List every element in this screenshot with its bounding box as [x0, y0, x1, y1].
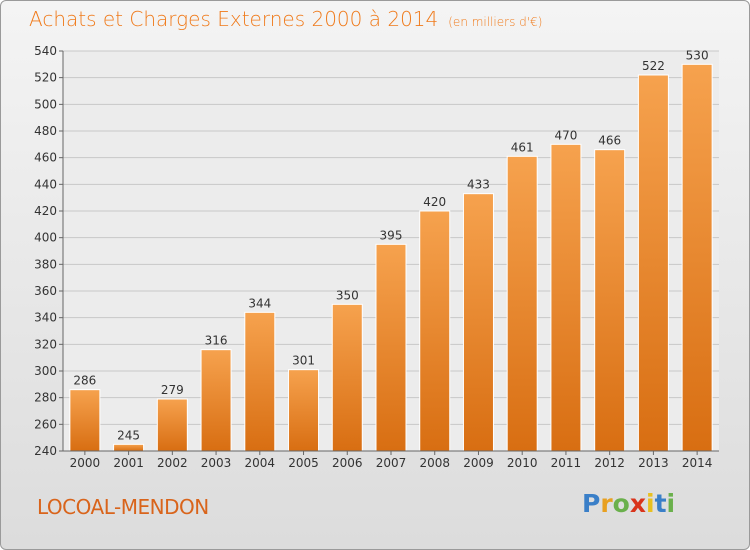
commune-name: LOCOAL-MENDON [37, 495, 209, 519]
y-tick-label: 500 [34, 97, 57, 111]
bar [419, 210, 451, 452]
logo-letter: P [582, 489, 601, 518]
value-label: 466 [598, 134, 621, 148]
value-label: 530 [686, 48, 709, 62]
x-tick-label: 2010 [507, 456, 538, 470]
x-tick-label: 2012 [594, 456, 625, 470]
value-label: 420 [423, 195, 446, 209]
bar [681, 63, 713, 452]
value-label: 316 [205, 334, 228, 348]
y-tick-label: 520 [34, 71, 57, 85]
unit-label: (en milliers d'€) [448, 15, 543, 29]
y-tick-label: 300 [34, 364, 57, 378]
y-tick-label: 320 [34, 337, 57, 351]
x-tick-label: 2013 [638, 456, 669, 470]
logo-letter: o [612, 489, 630, 518]
y-tick-label: 460 [34, 151, 57, 165]
logo-letter: i [666, 489, 676, 518]
y-tick-label: 360 [34, 284, 57, 298]
bar [550, 143, 582, 452]
bar [637, 74, 669, 452]
logo-letter: t [654, 489, 667, 518]
value-label: 522 [642, 59, 665, 73]
value-label: 433 [467, 178, 490, 192]
value-label: 470 [554, 128, 577, 142]
value-label: 301 [292, 354, 315, 368]
y-tick-label: 400 [34, 231, 57, 245]
y-tick-label: 260 [34, 417, 57, 431]
x-tick-label: 2014 [682, 456, 713, 470]
x-tick-label: 2000 [70, 456, 101, 470]
bar [244, 311, 276, 452]
y-tick-label: 240 [34, 444, 57, 458]
value-label: 286 [73, 374, 96, 388]
logo-letter: r [600, 489, 613, 518]
x-tick-label: 2004 [245, 456, 276, 470]
bar [375, 243, 407, 452]
x-tick-label: 2006 [332, 456, 363, 470]
value-label: 279 [161, 383, 184, 397]
value-label: 350 [336, 288, 359, 302]
x-tick-label: 2008 [419, 456, 450, 470]
bar [288, 369, 320, 452]
x-axis: 2000 2001 2002 2003 2004 2005 2006 2007 2008 2009… [63, 450, 719, 470]
x-tick-label: 2007 [376, 456, 407, 470]
x-tick-label: 2001 [113, 456, 144, 470]
x-tick-label: 2005 [288, 456, 319, 470]
logo-letter: i [646, 489, 655, 518]
proxiti-logo: Proxiti [582, 489, 675, 518]
x-tick-label: 2003 [201, 456, 232, 470]
y-tick-label: 280 [34, 391, 57, 405]
bar [156, 398, 188, 452]
x-tick-label: 2009 [463, 456, 494, 470]
title-text: Achats et Charges Externes 2000 à 2014 [29, 7, 439, 31]
bar [331, 303, 363, 452]
x-tick-label: 2011 [551, 456, 582, 470]
y-tick-label: 340 [34, 311, 57, 325]
value-labels: 286 245 279 316 344 301 350 395 420 433 461 470 466 5… [73, 48, 708, 442]
y-tick-label: 540 [34, 44, 57, 58]
bars [69, 63, 713, 452]
x-tick-label: 2002 [157, 456, 188, 470]
value-label: 461 [511, 140, 534, 154]
bar [200, 349, 232, 452]
y-tick-label: 480 [34, 124, 57, 138]
logo-letter: x [629, 489, 646, 518]
bar [594, 149, 626, 452]
bar [506, 155, 538, 452]
y-axis: 240 260 280 300 320 340 360 380 400 420 440 460 480 5… [34, 44, 64, 458]
y-tick-label: 440 [34, 177, 57, 191]
bar [462, 193, 494, 452]
y-tick-label: 380 [34, 257, 57, 271]
y-tick-label: 420 [34, 204, 57, 218]
chart-title: Achats et Charges Externes 2000 à 2014 (e… [29, 7, 542, 31]
bar [69, 389, 101, 452]
value-label: 245 [117, 428, 140, 442]
value-label: 395 [380, 228, 403, 242]
value-label: 344 [248, 296, 271, 310]
bar [113, 443, 145, 452]
